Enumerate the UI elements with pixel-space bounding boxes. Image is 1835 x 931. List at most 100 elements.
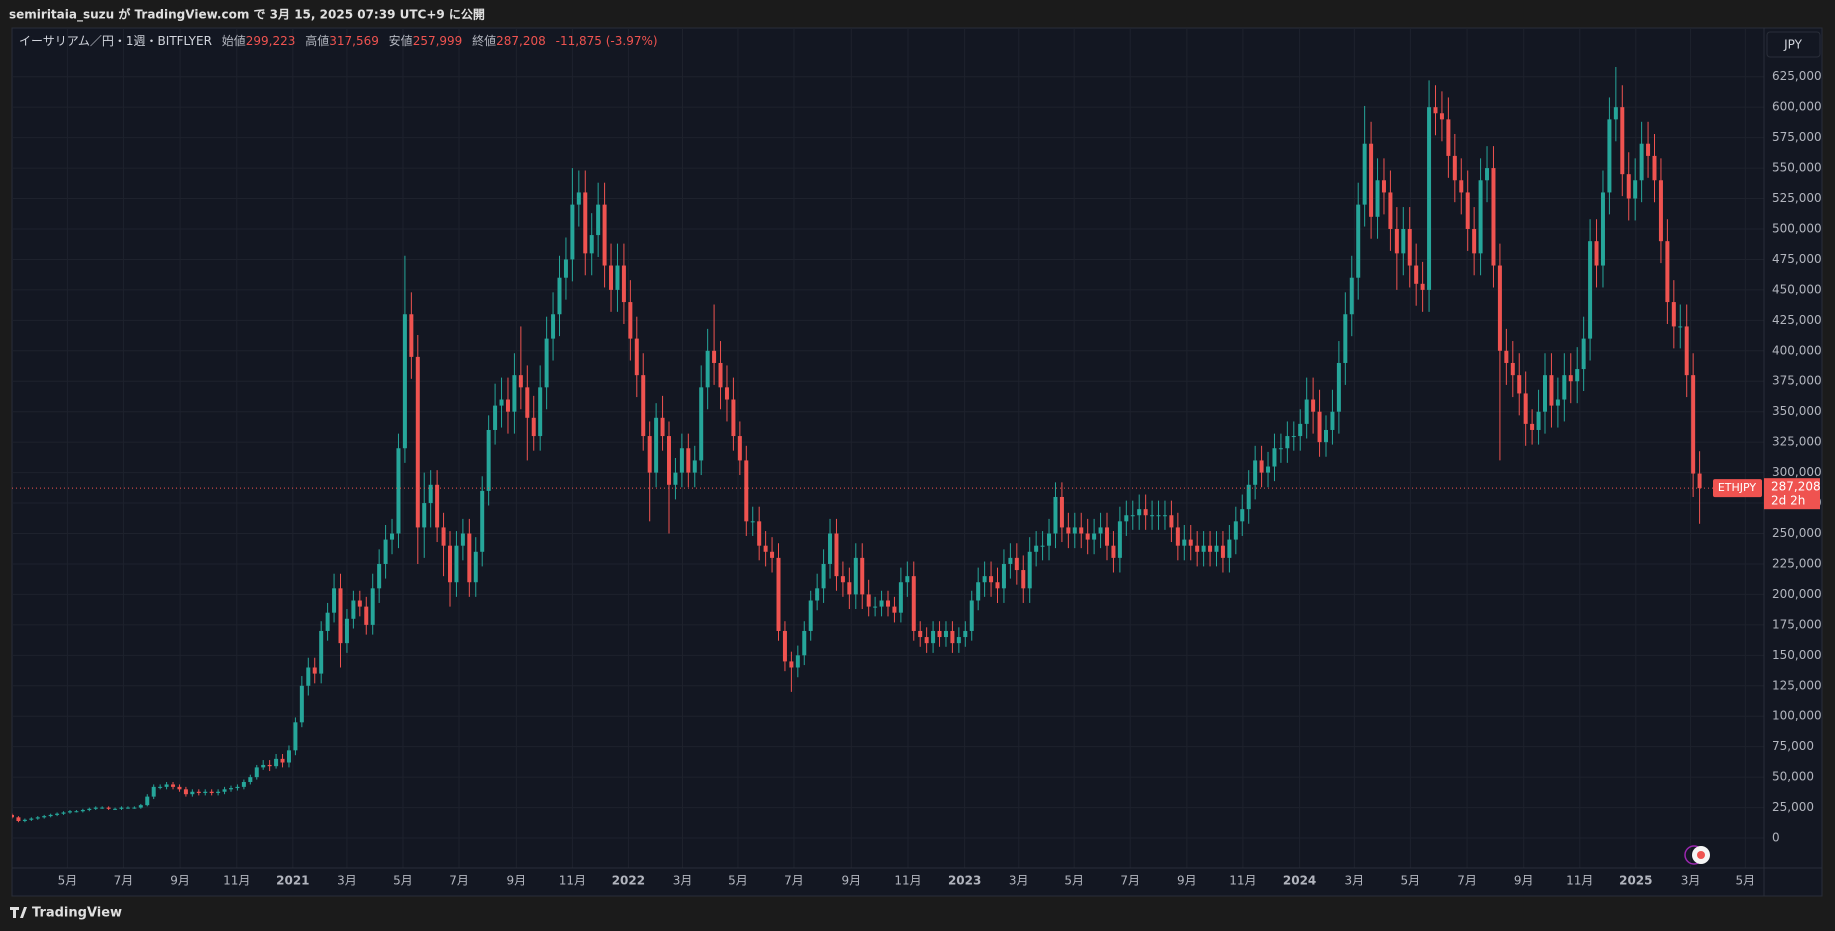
candle-body xyxy=(750,521,755,523)
y-tick-label: 200,000 xyxy=(1772,587,1822,601)
candle-body xyxy=(699,387,704,461)
candle-body xyxy=(280,758,285,763)
candle-body xyxy=(731,399,736,437)
candle-body xyxy=(1072,527,1077,534)
candle-body xyxy=(898,582,903,613)
candle-body xyxy=(1472,228,1477,254)
candle-body xyxy=(1272,448,1277,467)
candle-body xyxy=(344,618,349,644)
candle-body xyxy=(428,484,433,504)
y-tick-label: 225,000 xyxy=(1772,556,1822,570)
y-tick-label: 125,000 xyxy=(1772,678,1822,692)
candle-body xyxy=(686,448,691,473)
candle-body xyxy=(203,791,208,793)
candle-body xyxy=(409,314,414,357)
candle-body xyxy=(286,750,291,763)
candle-body xyxy=(177,786,182,790)
candle-body xyxy=(770,551,775,558)
x-tick-label: 5月 xyxy=(1736,874,1756,888)
candle-body xyxy=(1433,107,1438,114)
candle-body xyxy=(61,812,66,814)
candle-body xyxy=(1034,545,1039,552)
candle-body xyxy=(1536,411,1541,430)
candle-body xyxy=(744,460,749,522)
candle-body xyxy=(1008,557,1013,564)
candle-body xyxy=(969,600,974,631)
currency-label[interactable]: JPY xyxy=(1783,38,1803,52)
y-tick-label: 175,000 xyxy=(1772,617,1822,631)
legend-label: 終値 xyxy=(472,33,496,48)
x-tick-label: 3月 xyxy=(1345,874,1365,888)
candle-body xyxy=(216,791,221,793)
candle-body xyxy=(390,533,395,540)
candle-body xyxy=(705,350,710,388)
y-tick-label: 25,000 xyxy=(1772,800,1814,814)
x-tick-label: 9月 xyxy=(1514,874,1534,888)
candle-body xyxy=(821,563,826,589)
candle-body xyxy=(1240,509,1245,522)
candle-body xyxy=(1040,545,1045,547)
y-tick-label: 350,000 xyxy=(1772,404,1822,418)
candle-body xyxy=(692,460,697,473)
candle-body xyxy=(241,782,246,787)
candle-body xyxy=(325,612,330,631)
candle-body xyxy=(377,563,382,589)
candle-body xyxy=(22,819,27,821)
candle-body xyxy=(1639,143,1644,181)
candle-body xyxy=(35,817,40,819)
candle-body xyxy=(918,630,923,638)
footer-brand: TradingView xyxy=(32,906,122,921)
candle-body xyxy=(1465,192,1470,229)
candle-body xyxy=(274,758,279,767)
legend-label: 始値 xyxy=(222,33,246,48)
candle-body xyxy=(1491,168,1496,266)
candle-body xyxy=(1117,521,1122,558)
y-tick-label: 100,000 xyxy=(1772,709,1822,723)
candle-body xyxy=(1684,326,1689,376)
candle-body xyxy=(306,667,311,686)
candle-body xyxy=(1678,326,1683,328)
candle-body xyxy=(171,784,176,787)
candle-body xyxy=(1523,393,1528,424)
candle-body xyxy=(1330,411,1335,430)
candle-body xyxy=(106,807,111,809)
candle-body xyxy=(1588,241,1593,339)
candle-body xyxy=(113,808,118,810)
candle-body xyxy=(847,582,852,595)
candle-body xyxy=(1459,180,1464,193)
candle-body xyxy=(776,557,781,631)
candle-body xyxy=(1201,545,1206,552)
replay-icon[interactable] xyxy=(1684,845,1710,865)
y-tick-label: 625,000 xyxy=(1772,69,1822,83)
x-tick-label: 7月 xyxy=(1457,874,1477,888)
candle-body xyxy=(1317,411,1322,443)
x-tick-label: 5月 xyxy=(1064,874,1084,888)
x-tick-label: 2023 xyxy=(948,874,981,888)
currency-button[interactable] xyxy=(1766,31,1821,58)
candle-body xyxy=(544,338,549,388)
x-tick-label: 11月 xyxy=(223,874,250,888)
legend-label: 高値 xyxy=(305,33,329,48)
grid xyxy=(12,28,1764,868)
candle-body xyxy=(312,667,317,674)
candle-body xyxy=(138,805,143,808)
candle-body xyxy=(634,338,639,376)
candle-body xyxy=(1369,143,1374,217)
candle-body xyxy=(93,807,98,809)
candle-body xyxy=(370,588,375,625)
footer-logo: TradingView xyxy=(10,906,122,921)
icon-dot[interactable] xyxy=(1697,851,1705,859)
candle-body xyxy=(1543,375,1547,412)
candle-body xyxy=(351,600,356,619)
candle-body xyxy=(995,582,1000,589)
x-tick-label: 3月 xyxy=(673,874,693,888)
y-tick-label: 600,000 xyxy=(1772,100,1822,114)
y-tick-label: 75,000 xyxy=(1772,739,1814,753)
published-by: semiritaia_suzu が TradingView.com で 3月 1… xyxy=(9,7,485,23)
candle-body xyxy=(583,192,588,254)
candle-body xyxy=(1613,107,1618,120)
x-tick-label: 11月 xyxy=(1566,874,1593,888)
candle-body xyxy=(1607,119,1612,193)
candle-body xyxy=(1304,399,1309,424)
